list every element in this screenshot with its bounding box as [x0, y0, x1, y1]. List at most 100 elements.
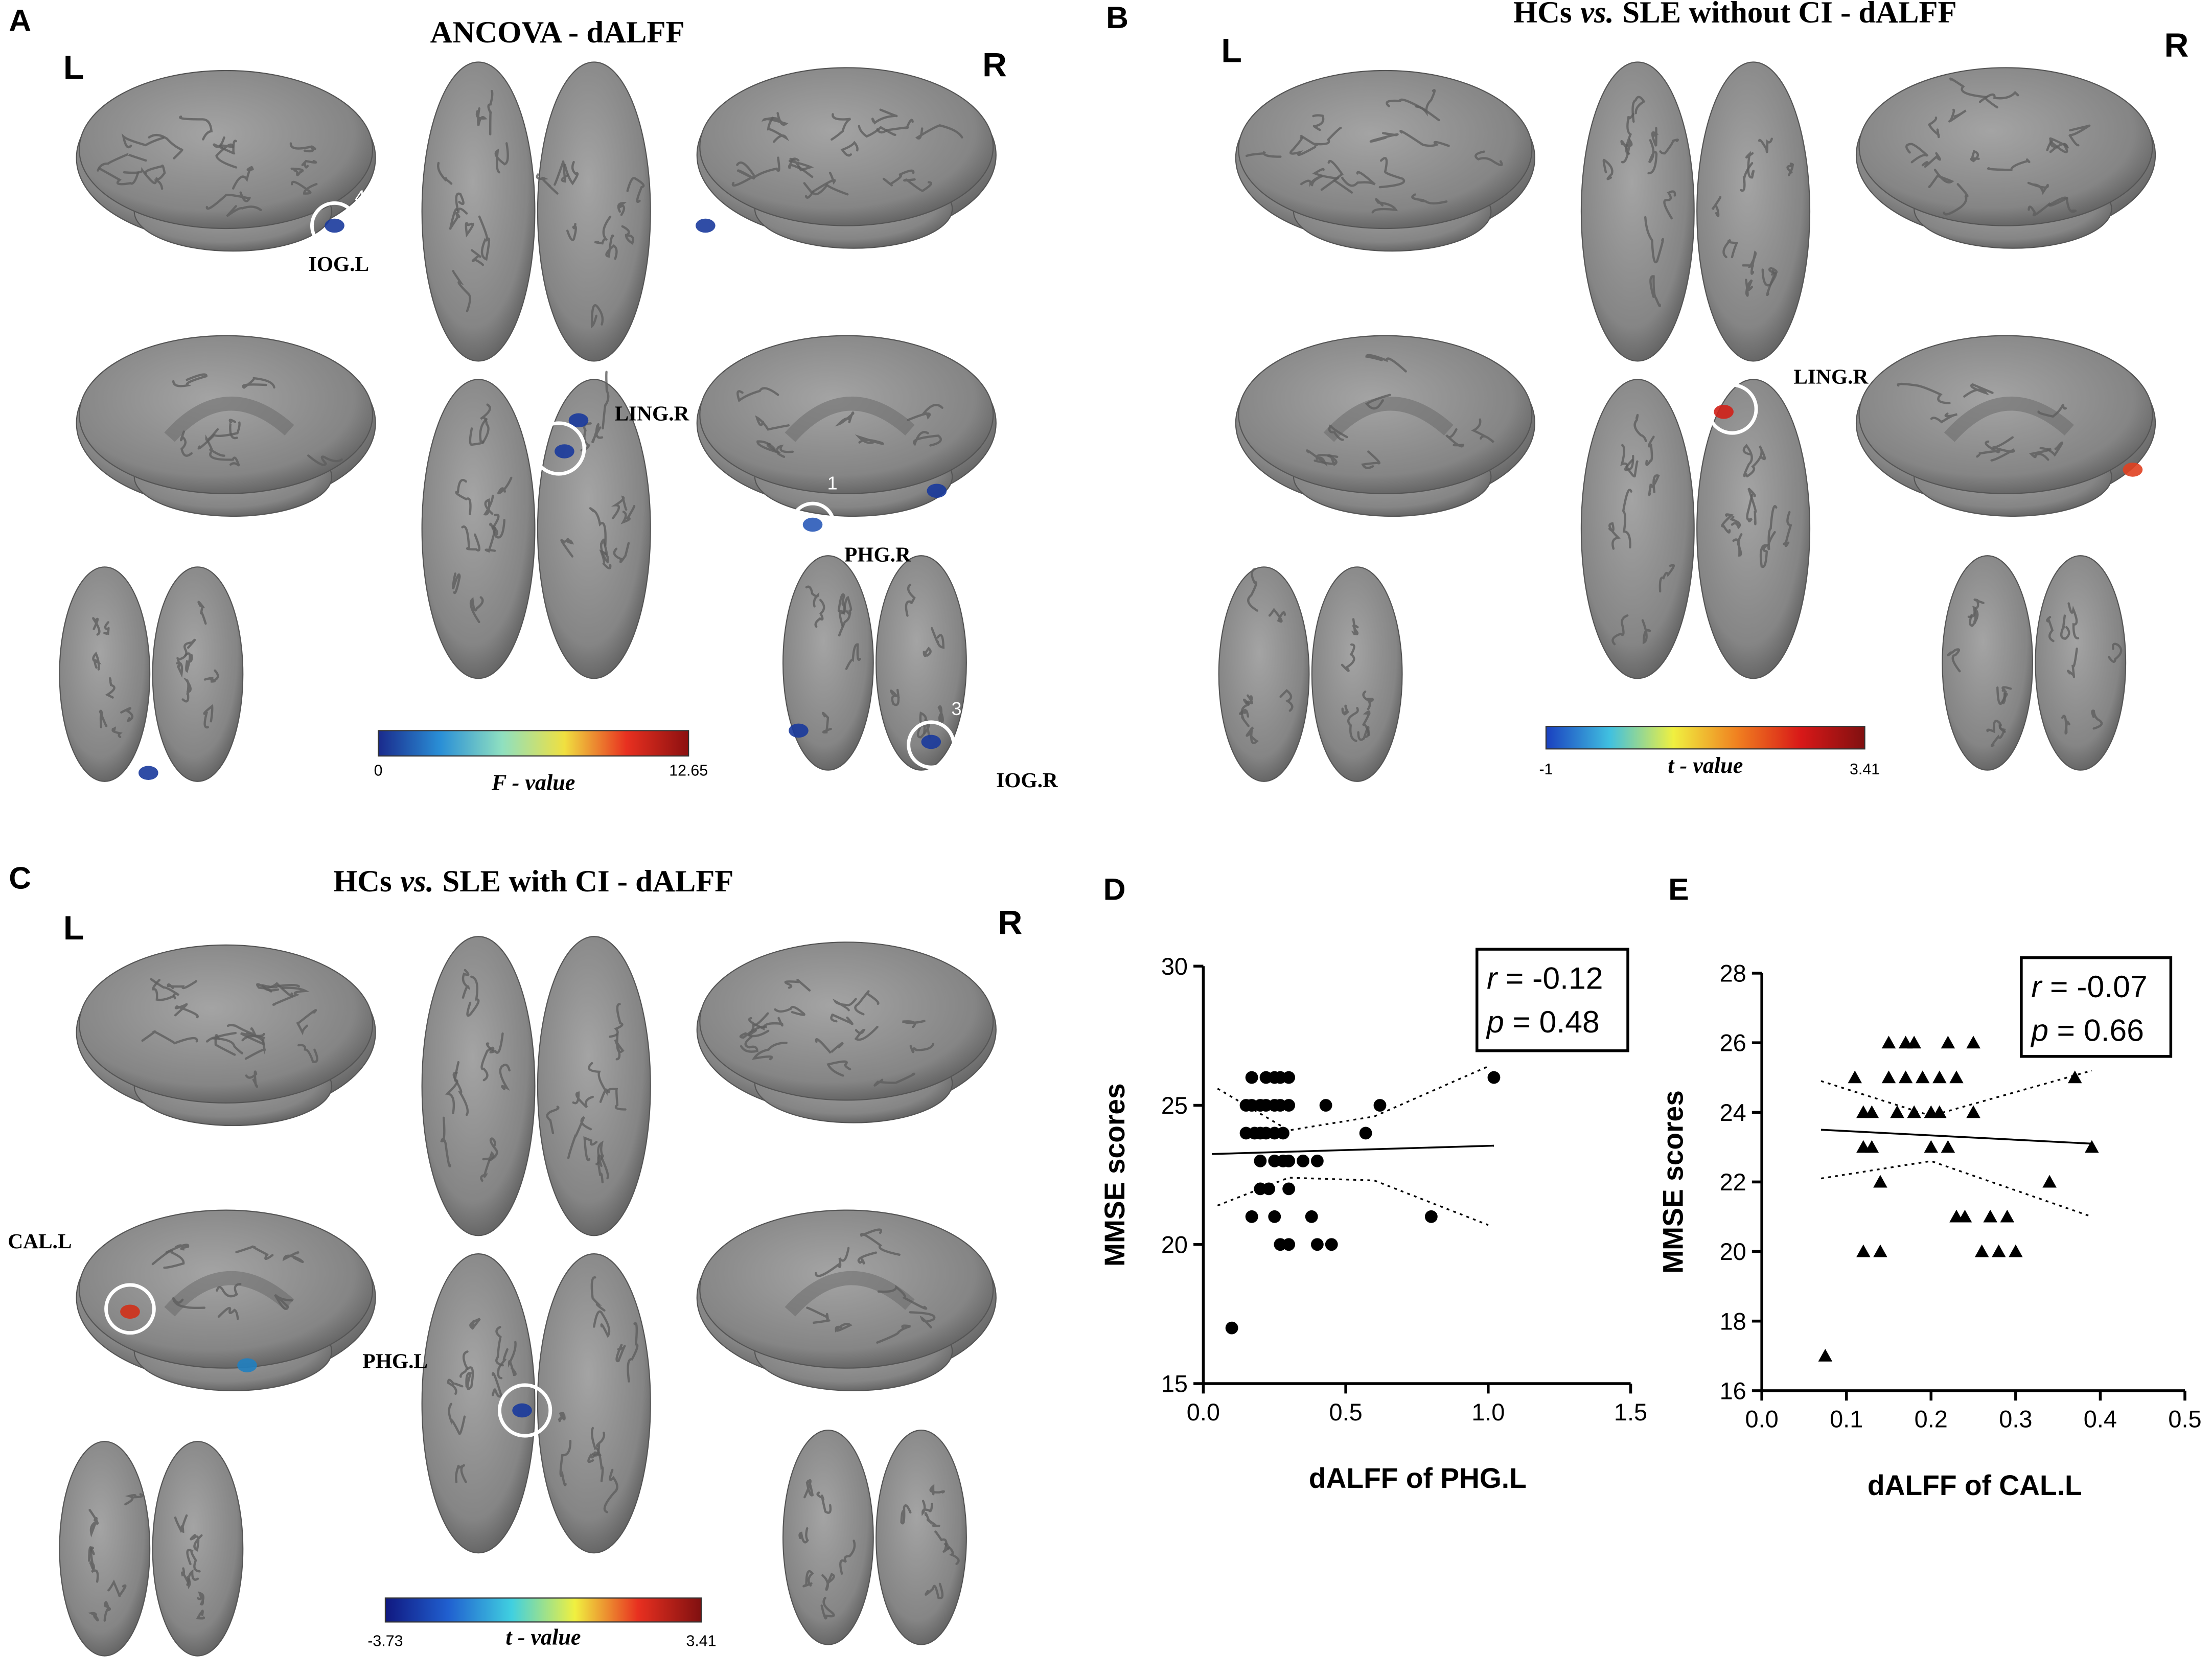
sulcus	[1268, 608, 1286, 623]
point	[1305, 1210, 1318, 1223]
sulcus	[736, 387, 779, 402]
sulcus	[599, 549, 612, 569]
sulcus	[205, 1034, 236, 1056]
sulcus	[495, 1326, 504, 1367]
sulcus	[184, 652, 193, 673]
colorbar-min: 0	[374, 763, 383, 779]
point	[1282, 1154, 1296, 1167]
sulcus	[297, 1044, 318, 1063]
stat-box	[2020, 956, 2173, 1058]
sulcus	[1415, 89, 1436, 117]
sulcus	[1987, 158, 2031, 171]
sulcus	[739, 1025, 770, 1039]
brain-view	[59, 1441, 151, 1657]
sulcus	[232, 166, 254, 190]
sulcus	[567, 1116, 592, 1159]
sulcus	[563, 160, 579, 186]
activation-blob	[1714, 404, 1734, 419]
region-label: CAL.L	[8, 1229, 72, 1253]
panel-letter: B	[1106, 0, 1128, 35]
sulcus	[854, 990, 880, 1016]
sulcus	[1747, 487, 1757, 525]
sulcus	[943, 1542, 960, 1565]
sulcus	[470, 249, 485, 266]
sulcus	[215, 143, 238, 169]
sulcus	[454, 1061, 469, 1116]
stat-value: = 0.66	[2057, 1013, 2144, 1047]
sulcus	[455, 478, 472, 516]
sulcus	[480, 403, 491, 444]
x-tick-label: 0.0	[1745, 1406, 1779, 1433]
point	[2009, 1244, 2023, 1257]
point	[1310, 1154, 1324, 1167]
brain-view	[421, 1253, 536, 1554]
stat-symbol: r	[2031, 969, 2043, 1004]
sulcus	[1246, 726, 1259, 744]
sulcus	[1312, 114, 1325, 131]
sulcus	[905, 583, 916, 617]
sulcus	[274, 1294, 293, 1310]
x-tick-label: 0.5	[1329, 1399, 1362, 1426]
side-label: R	[982, 46, 1007, 84]
point	[2042, 1175, 2057, 1188]
sulcus	[1620, 137, 1633, 164]
sulcus	[2060, 614, 2070, 640]
sulcus	[179, 115, 213, 141]
title-part: vs.	[1580, 0, 1614, 30]
stat-text: r = -0.07	[2031, 969, 2147, 1004]
point	[1818, 1348, 1833, 1362]
region-label: IOG.R	[996, 768, 1058, 792]
sulcus	[751, 1042, 788, 1061]
sulcus	[196, 1591, 205, 1605]
sulcus	[536, 173, 559, 195]
sulcus	[475, 107, 488, 126]
sulcus	[261, 984, 300, 992]
sulcus	[449, 208, 460, 230]
region-label: LING.R	[1793, 365, 1869, 388]
x-axis-title: dALFF of PHG.L	[1309, 1462, 1527, 1494]
sulcus	[1411, 193, 1448, 205]
sulcus	[605, 234, 618, 260]
sulcus	[1624, 458, 1639, 478]
activation-blob	[555, 444, 574, 458]
brain-view	[79, 1209, 374, 1369]
sulcus	[448, 1403, 466, 1435]
sulcus	[205, 191, 251, 210]
sulcus	[459, 1350, 469, 1378]
ci-upper	[1217, 1065, 1489, 1132]
sulcus	[1967, 598, 1985, 618]
sulcus	[1963, 383, 1994, 398]
brain-view	[1238, 70, 1533, 229]
activation-blob	[921, 734, 941, 749]
sulcus	[1721, 513, 1734, 534]
sulcus	[1783, 511, 1792, 547]
colorbar-title: F - value	[491, 770, 575, 795]
sulcus	[1620, 444, 1634, 471]
sulcus	[594, 215, 612, 245]
brain-view	[1218, 566, 1310, 782]
panel-letter: A	[9, 3, 31, 38]
sulcus	[835, 411, 855, 427]
sulcus	[217, 1306, 239, 1320]
callosum	[1323, 397, 1454, 442]
sulcus	[767, 117, 790, 143]
sulcus	[607, 1088, 627, 1111]
side-label: L	[63, 909, 84, 947]
sulcus	[282, 1251, 304, 1264]
sulcus	[172, 1297, 206, 1310]
sulcus	[1767, 505, 1778, 550]
sulcus	[1641, 619, 1651, 645]
sulcus	[289, 142, 316, 153]
point	[1957, 1209, 1972, 1223]
activation-blob	[927, 484, 947, 498]
brain-view	[1858, 67, 2153, 226]
point	[1856, 1244, 1871, 1257]
sulcus	[1759, 544, 1769, 568]
sulcus	[1786, 163, 1794, 176]
sulcus	[876, 1324, 911, 1344]
sulcus	[187, 1569, 199, 1590]
colorbar	[384, 1597, 702, 1623]
sulcus	[88, 1509, 99, 1538]
sulcus	[92, 651, 102, 671]
